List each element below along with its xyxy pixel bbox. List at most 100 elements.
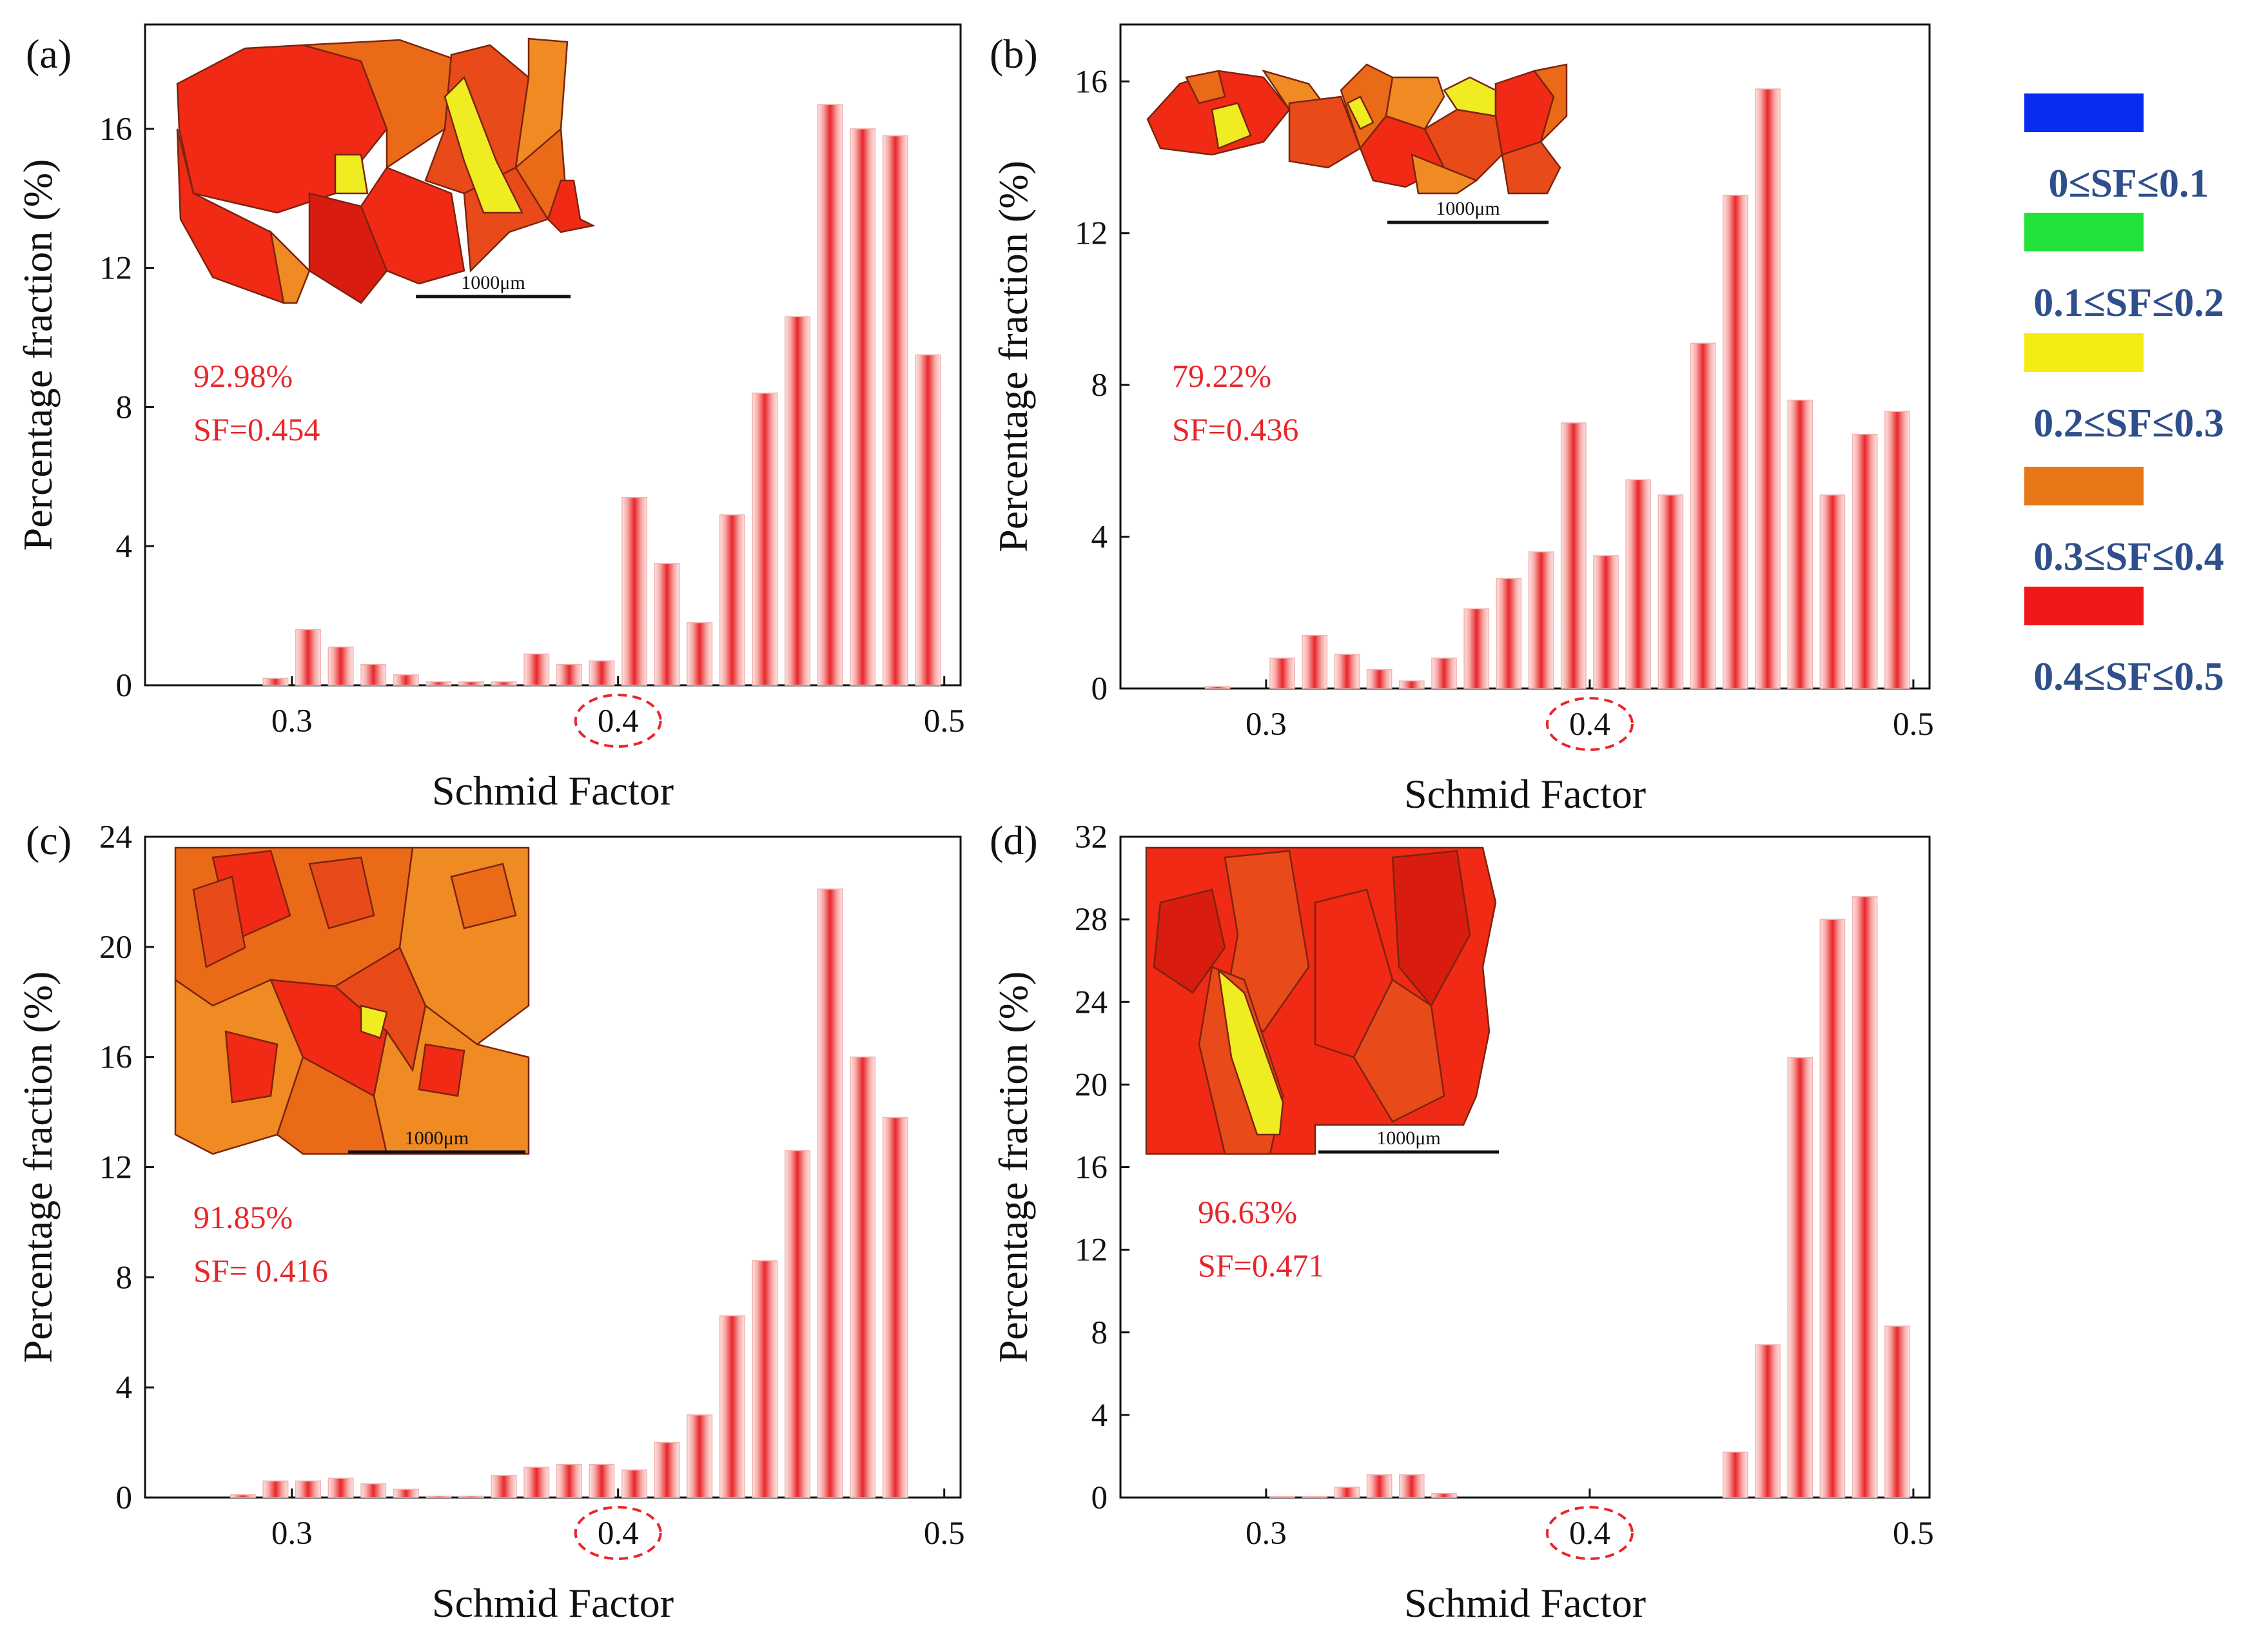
x-tick-label: 0.5 xyxy=(1893,707,1934,743)
grain xyxy=(334,153,369,195)
grain xyxy=(1443,76,1497,117)
legend: 0≤SF≤0.1 0.1≤SF≤0.2 0.2≤SF≤0.3 0.3≤SF≤0.4 0.… xyxy=(2024,93,2224,699)
bar xyxy=(1431,658,1457,689)
annotation-percent: 91.85% xyxy=(193,1199,293,1235)
legend-label: 0.4≤SF≤0.5 xyxy=(2033,655,2224,699)
annotation-sf: SF=0.436 xyxy=(1172,411,1298,447)
y-tick-label: 8 xyxy=(1091,1315,1108,1351)
bar xyxy=(425,681,452,686)
legend-swatch xyxy=(2024,93,2144,132)
highlight-ellipse xyxy=(574,1506,662,1560)
bar xyxy=(295,629,321,686)
bar xyxy=(556,663,582,686)
bar xyxy=(1755,1344,1781,1498)
annotation-percent: 79.22% xyxy=(1172,358,1271,394)
y-axis-title: Percentage fraction (%) xyxy=(990,971,1036,1363)
bar xyxy=(1302,634,1328,689)
x-tick-label: 0.3 xyxy=(271,703,313,739)
grain xyxy=(1353,979,1445,1123)
grain xyxy=(1532,63,1568,145)
y-tick-label: 12 xyxy=(99,1150,132,1186)
bar xyxy=(589,660,615,686)
bar xyxy=(1722,195,1748,689)
panel-label: (b) xyxy=(990,31,1038,77)
grain xyxy=(450,863,517,930)
grain xyxy=(1185,70,1226,104)
bar xyxy=(1302,1496,1328,1498)
grain xyxy=(360,166,465,285)
bar xyxy=(523,1467,550,1498)
bar-series xyxy=(230,888,908,1498)
grain xyxy=(1501,141,1561,195)
bar xyxy=(393,674,419,686)
y-tick-label: 16 xyxy=(1075,1150,1108,1186)
bar xyxy=(360,663,387,686)
x-tick-label: 0.4 xyxy=(1569,707,1610,743)
bar xyxy=(817,104,843,686)
x-axis-title: Schmid Factor xyxy=(1404,1580,1646,1626)
legend-label: 0.1≤SF≤0.2 xyxy=(2033,281,2224,325)
grain xyxy=(1391,850,1471,1008)
bar xyxy=(1852,433,1878,689)
grain xyxy=(1153,888,1226,994)
y-tick-label: 0 xyxy=(116,668,133,704)
bar xyxy=(1269,1496,1295,1498)
legend-swatch xyxy=(2024,587,2144,625)
y-tick-label: 0 xyxy=(116,1480,133,1516)
y-tick-label: 12 xyxy=(99,251,132,287)
y-tick-label: 16 xyxy=(1075,64,1108,100)
bar xyxy=(687,1414,713,1498)
y-tick-label: 4 xyxy=(1091,520,1108,556)
highlight-ellipse xyxy=(1545,697,1634,751)
bar xyxy=(882,1117,908,1498)
legend-item: 0.3≤SF≤0.4 xyxy=(2024,467,2224,579)
legend-item: 0.4≤SF≤0.5 xyxy=(2024,587,2224,699)
bar xyxy=(556,1464,582,1498)
grain xyxy=(1288,95,1362,169)
bar xyxy=(1398,1474,1425,1498)
bar xyxy=(1690,342,1716,689)
bar xyxy=(1334,1487,1360,1498)
panel-label: (a) xyxy=(26,31,72,77)
annotation-percent: 96.63% xyxy=(1198,1194,1297,1230)
bar xyxy=(882,135,908,686)
y-tick-label: 16 xyxy=(99,1040,132,1076)
legend-label: 0≤SF≤0.1 xyxy=(2049,162,2209,206)
bar-series xyxy=(262,104,941,686)
plot-frame xyxy=(1119,23,1931,690)
scale-bar-label: 1000μm xyxy=(1376,1128,1440,1149)
bar xyxy=(719,1315,745,1498)
bar xyxy=(1884,411,1910,689)
bar xyxy=(621,496,647,686)
grain xyxy=(224,1030,279,1104)
bar xyxy=(1593,555,1619,689)
highlight-ellipse xyxy=(1545,1506,1634,1560)
panel-label: (d) xyxy=(990,817,1038,863)
y-tick-label: 8 xyxy=(116,1260,133,1296)
grain xyxy=(360,1004,388,1039)
bar xyxy=(230,1494,256,1498)
bar xyxy=(1657,494,1684,689)
bar xyxy=(1366,1474,1393,1498)
y-tick-label: 24 xyxy=(1075,984,1108,1020)
x-tick-label: 0.4 xyxy=(598,703,639,739)
bar xyxy=(1787,1057,1813,1498)
bar xyxy=(262,1480,289,1498)
bar xyxy=(850,128,876,686)
x-axis-title: Schmid Factor xyxy=(1404,771,1646,817)
grain xyxy=(1346,95,1374,130)
bar xyxy=(327,1478,354,1498)
legend-label: 0.3≤SF≤0.4 xyxy=(2033,535,2224,579)
bar xyxy=(621,1469,647,1498)
x-tick-label: 0.5 xyxy=(924,1516,965,1552)
annotation-sf: SF=0.454 xyxy=(193,411,320,447)
x-tick-label: 0.4 xyxy=(598,1516,639,1552)
bar xyxy=(1528,551,1554,689)
legend-swatch xyxy=(2024,213,2144,251)
bar xyxy=(654,1441,680,1498)
chart-panel-d: 0 4 8 12 16 20 24 28 32 0.3 0.4 0.5 Schmid Factor Per… xyxy=(990,817,1934,1626)
y-tick-label: 12 xyxy=(1075,216,1108,252)
bar xyxy=(1755,88,1781,689)
y-tick-label: 4 xyxy=(116,529,133,565)
legend-swatch xyxy=(2024,333,2144,372)
